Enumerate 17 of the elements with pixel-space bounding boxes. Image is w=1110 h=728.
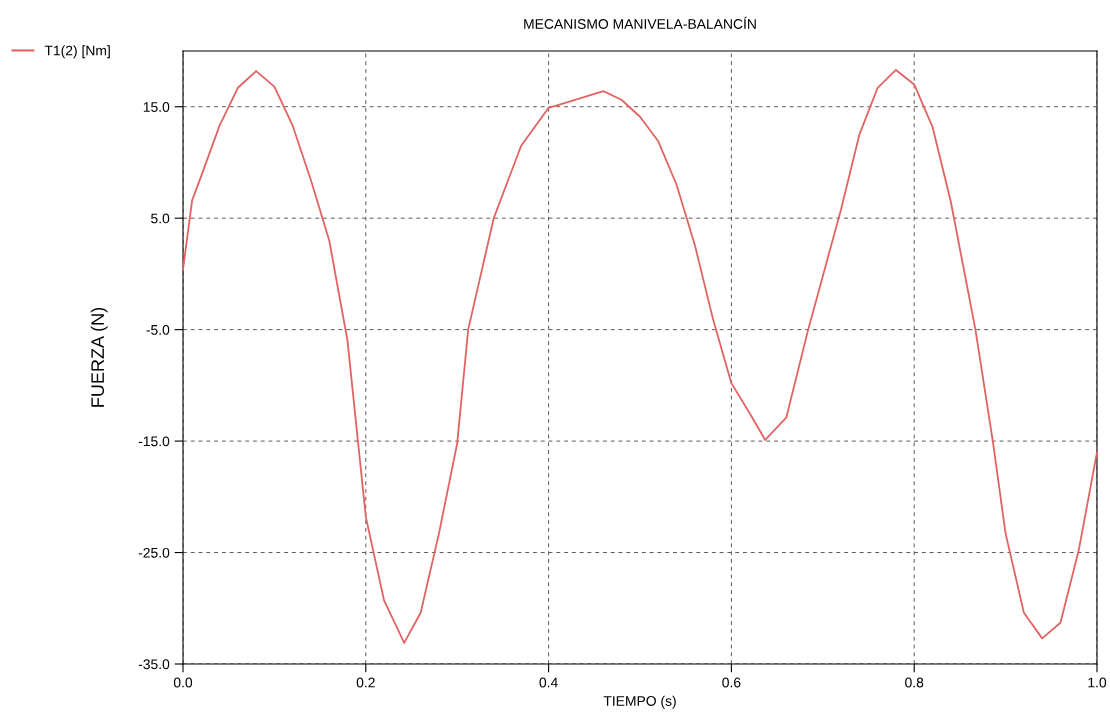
x-tick-label: 0.2 [356,677,375,688]
x-axis-title: TIEMPO (s) [603,695,676,709]
x-tick-label: 1.0 [1088,677,1107,688]
y-tick-label: -35.0 [138,659,170,670]
y-tick-label: 5.0 [151,213,170,224]
x-tick-label: 0.0 [173,677,193,688]
legend-label: T1(2) [Nm] [44,45,110,59]
line-series [182,69,1098,644]
y-tick-label: -15.0 [138,436,170,447]
y-tick-label: -5.0 [146,324,170,335]
y-tick-label: -25.0 [138,547,170,558]
y-axis-title: FUERZA (N) [90,307,108,407]
y-tick-label: 15.0 [143,102,170,112]
x-tick-label: 0.4 [539,677,558,688]
x-tick-label: 0.8 [905,677,924,688]
chart-title: MECANISMO MANIVELA-BALANCÍN [524,16,756,29]
x-tick-label: 0.6 [722,677,741,688]
